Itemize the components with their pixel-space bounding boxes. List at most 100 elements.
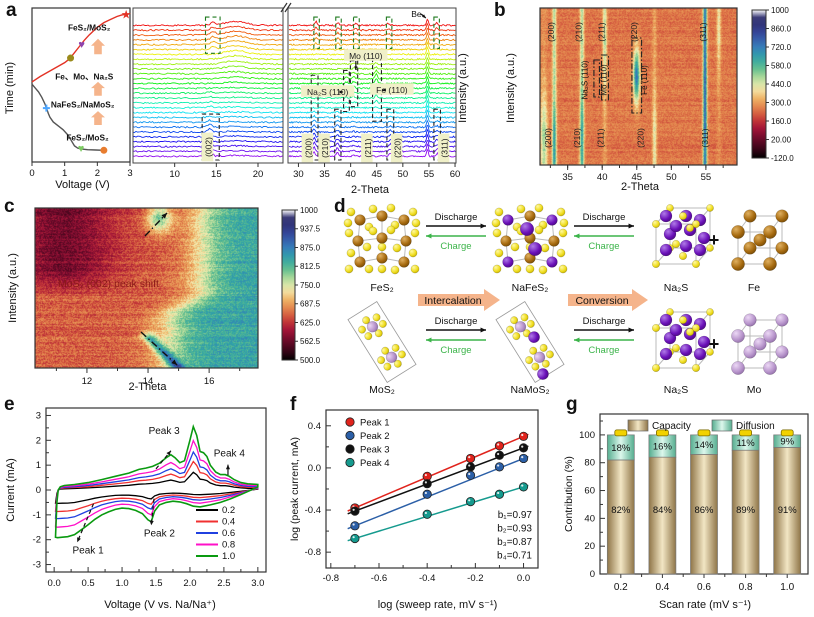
b-hkl-top: (210) [573,22,583,42]
colorbar [751,9,767,159]
a-2theta-axis-label: 2-Theta [351,184,389,196]
process-label: Intercalation [424,295,481,307]
up-arrow [90,81,105,96]
f-y-tick: -0.8 [305,547,321,558]
a-x-tick: 1 [62,168,67,179]
panel-f-letter: f [290,394,297,415]
data-point [350,521,360,531]
g-legend-label: Diffusion [736,421,775,432]
heart-marker: ♥ [78,143,85,155]
f-legend-label: Peak 1 [360,418,390,429]
c-peak-shift-annotation: MoS₂ (002) peak shift [58,278,159,290]
bar-capacity [731,449,760,575]
structure-fes2 [343,203,421,275]
peak-box [313,16,320,49]
e-peak-label: Peak 2 [144,529,176,540]
svg-text:(200): (200) [303,138,313,158]
colorbar-tick: 160.0 [771,117,792,126]
a-wf-tick: 35 [319,169,330,180]
g-y-tick: 80 [584,458,595,469]
g-x-tick: 0.8 [739,582,753,593]
g-diffusion-pct: 11% [736,438,755,449]
colorbar-tick: 937.5 [300,225,321,234]
a-intensity-label: Intensity (a.u.) [457,53,469,123]
a-x-tick: 0 [29,168,34,179]
bar-capacity [773,447,802,575]
data-point [518,482,529,492]
a-wf-tick: 55 [424,169,435,180]
b-mo-label: Mo (110) [599,64,608,96]
process-arrow [568,289,648,311]
structure-label: FeS₂ [370,282,393,294]
g-x-tick: 0.2 [614,582,628,593]
data-point [465,497,476,507]
colorbar-tick: 750.0 [300,281,321,290]
data-point [518,453,529,464]
b-hkl-top: (211) [596,22,606,41]
a-voltage-axis-label: Voltage (V) [55,179,110,191]
b-hkl-top: (311) [698,22,708,41]
b-x-tick: 55 [701,172,712,183]
peak-box [433,16,440,49]
a-x-tick: 3 [127,168,132,179]
e-x-tick: 2.0 [183,578,196,589]
data-point [494,441,505,451]
e-y-tick: 1 [36,460,41,471]
colorbar-tick: 500.0 [300,356,321,365]
structure-label: Fe [748,282,760,294]
circle-marker [67,54,75,62]
b-peak-box [593,59,600,98]
panel-c-letter: c [4,196,15,217]
structure-nafes2 [491,203,569,275]
data-point [422,509,432,519]
g-y-tick: 20 [584,541,595,552]
c-frame [34,207,259,369]
colorbar-tick: 20.00 [771,135,792,144]
structure-mos2 [347,301,417,383]
data-point [350,533,360,544]
b-hkl-bottom: (220) [636,128,646,148]
discharge-label: Discharge [583,212,626,223]
colorbar-tick: 687.5 [300,300,321,309]
b-na2s-label: Na₂S (110) [581,60,590,99]
b-2theta-axis-label: 2-Theta [621,181,659,193]
up-arrow [90,38,105,55]
a-discharge-curve [31,83,104,151]
e-legend: 0.20.40.60.81.0 [196,505,235,562]
b-hkl-bottom: (200) [543,128,553,148]
peak-box [335,16,342,49]
f-x-tick: -0.2 [467,573,483,584]
structure-label: NaMoS₂ [510,384,549,396]
g-x-tick: 1.0 [780,582,794,593]
b-y-axis-label: Intensity (a.u.) [505,53,517,123]
f-b-value: b₂=0.93 [497,524,532,535]
structure-na2s [651,308,714,373]
peak-box [310,74,319,161]
c-x-tick: 14 [143,376,154,387]
discharge-label: Discharge [583,316,626,327]
panel-f: -0.8 -0.6 -0.4 -0.2 0.0 0.4 0.0 -0.4 -0.8 log (pe… [289,409,539,584]
bar-capacity [690,454,718,575]
peak-box [385,16,393,49]
data-point [494,462,505,472]
f-x-tick: -0.8 [323,573,339,584]
peak-box [334,108,342,161]
e-legend-label: 0.8 [222,540,235,551]
a-annotation: FeS₂/MoS₂ [66,132,109,142]
f-y-tick: 0.0 [308,463,321,474]
g-legend-label: Capacity [652,421,691,432]
b-x-tick: 35 [562,172,573,183]
b-hkl-bottom: (211) [596,128,606,147]
bar-cap-terminal [780,429,794,437]
g-capacity-pct: 86% [694,505,714,516]
charge-label: Charge [440,241,471,252]
bar-diffusion [606,434,635,461]
e-x-tick: 3.0 [251,578,264,589]
process-label: Conversion [575,295,628,307]
g-capacity-pct: 84% [653,505,673,516]
panel-g: 0 20 40 60 80 100 Contribution (%) 0.2 0.4 0.6 0.8… [563,413,809,593]
f-b-value: b₃=0.87 [497,537,532,548]
e-legend-label: 0.6 [222,528,235,539]
e-x-axis-label: Voltage (V vs. Na/Na⁺) [104,599,216,611]
svg-text:Fe (110): Fe (110) [376,85,408,95]
